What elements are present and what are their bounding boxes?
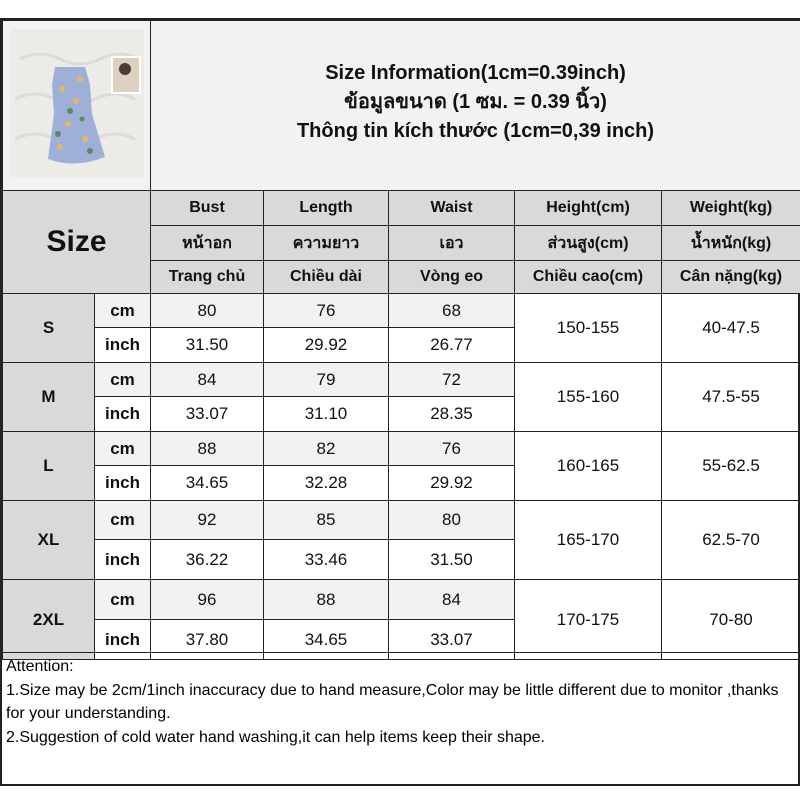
unit-label: inch — [94, 539, 151, 580]
size-header: Size — [2, 190, 151, 294]
unit-label: inch — [94, 465, 151, 501]
column-header-vi: Vòng eo — [388, 260, 515, 294]
measure-cell: 33.07 — [150, 396, 264, 432]
measure-cell: 32.28 — [263, 465, 389, 501]
attention-heading: Attention: — [6, 658, 74, 675]
weight-cell: 62.5-70 — [660, 500, 800, 580]
unit-label: cm — [94, 362, 151, 397]
measure-cell: 31.50 — [150, 327, 264, 363]
measure-cell: 84 — [388, 579, 515, 620]
measure-cell: 96 — [150, 579, 264, 620]
table-row: XL cm 92 85 80 165-170 62.5-70 — [2, 500, 800, 580]
measure-cell: 29.92 — [388, 465, 515, 501]
column-header-vi: Trang chủ — [150, 260, 264, 294]
column-header-vi: Chiều cao(cm) — [514, 260, 662, 294]
column-header-th: เอว — [388, 225, 515, 261]
measure-cell: 31.10 — [263, 396, 389, 432]
column-header-en: Length — [263, 190, 389, 226]
measure-cell: 68 — [388, 293, 515, 328]
measure-cell: 33.07 — [388, 619, 515, 660]
column-header-vi: Chiều dài — [263, 260, 389, 294]
table-row: inch 31.50 29.92 26.77 — [3, 327, 800, 363]
measure-cell: 26.77 — [388, 327, 515, 363]
measure-cell: 82 — [263, 431, 389, 466]
height-cell: 170-175 — [514, 579, 662, 660]
measure-cell: 80 — [388, 500, 515, 540]
column-header-th: หน้าอก — [150, 225, 264, 261]
weight-cell: 40-47.5 — [660, 293, 800, 363]
height-cell: 165-170 — [514, 500, 662, 580]
table-row: inch 36.22 33.46 31.50 — [3, 539, 800, 580]
attention-note: Attention: 1.Size may be 2cm/1inch inacc… — [2, 652, 798, 786]
measure-cell: 76 — [263, 293, 389, 328]
height-cell: 155-160 — [514, 362, 662, 432]
measure-cell: 33.46 — [263, 539, 389, 580]
size-table: Size Information(1cm=0.39inch) ข้อมูลขนา… — [2, 20, 800, 660]
table-row: 2XL cm 96 88 84 170-175 70-80 — [2, 579, 800, 660]
weight-cell: 70-80 — [660, 579, 800, 660]
unit-label: cm — [94, 431, 151, 466]
measure-cell: 88 — [150, 431, 264, 466]
measure-cell: 34.65 — [263, 619, 389, 660]
column-header-en: Bust — [150, 190, 264, 226]
measure-cell: 76 — [388, 431, 515, 466]
table-row: inch 33.07 31.10 28.35 — [3, 396, 800, 432]
measure-cell: 34.65 — [150, 465, 264, 501]
title-en: Size Information(1cm=0.39inch) — [325, 62, 626, 84]
title-vi: Thông tin kích thước (1cm=0,39 inch) — [296, 120, 655, 142]
title-th: ข้อมูลขนาด (1 ซม. = 0.39 นิ้ว) — [344, 91, 607, 113]
column-header-th: ความยาว — [263, 225, 389, 261]
attention-line-1: 1.Size may be 2cm/1inch inaccuracy due t… — [6, 681, 779, 723]
height-cell: 150-155 — [514, 293, 662, 363]
column-header-vi: Cân nặng(kg) — [660, 260, 800, 294]
column-header-en: Waist — [388, 190, 515, 226]
column-header-en: Weight(kg) — [660, 190, 800, 226]
table-row: inch 34.65 32.28 29.92 — [3, 465, 800, 501]
measure-cell: 92 — [150, 500, 264, 540]
title-cell: Size Information(1cm=0.39inch) ข้อมูลขนา… — [149, 20, 800, 191]
measure-cell: 85 — [263, 500, 389, 540]
size-chart: Size Information(1cm=0.39inch) ข้อมูลขนา… — [0, 18, 800, 786]
unit-label: inch — [94, 396, 151, 432]
measure-cell: 37.80 — [150, 619, 264, 660]
size-label: XL — [2, 500, 95, 580]
measure-cell: 84 — [150, 362, 264, 397]
measure-cell: 72 — [388, 362, 515, 397]
unit-label: cm — [94, 579, 151, 620]
size-label: L — [2, 431, 95, 501]
unit-label: inch — [94, 327, 151, 363]
size-label: M — [2, 362, 95, 432]
weight-cell: 55-62.5 — [660, 431, 800, 501]
weight-cell: 47.5-55 — [660, 362, 800, 432]
unit-label: cm — [94, 500, 151, 540]
table-row: inch 37.80 34.65 33.07 — [3, 619, 800, 660]
unit-label: cm — [94, 293, 151, 328]
unit-label: inch — [94, 619, 151, 660]
measure-cell: 28.35 — [388, 396, 515, 432]
column-header-en: Height(cm) — [514, 190, 662, 226]
measure-cell: 31.50 — [388, 539, 515, 580]
size-label: 2XL — [2, 579, 95, 660]
measure-cell: 88 — [263, 579, 389, 620]
height-cell: 160-165 — [514, 431, 662, 501]
size-label: S — [2, 293, 95, 363]
column-header-th: ส่วนสูง(cm) — [514, 225, 662, 261]
product-photo — [2, 20, 151, 191]
column-header-th: น้ำหนัก(kg) — [660, 225, 800, 261]
attention-line-2: 2.Suggestion of cold water hand washing,… — [6, 728, 545, 746]
measure-cell: 29.92 — [263, 327, 389, 363]
measure-cell: 36.22 — [150, 539, 264, 580]
dress-image — [9, 29, 144, 177]
measure-cell: 80 — [150, 293, 264, 328]
measure-cell: 79 — [263, 362, 389, 397]
